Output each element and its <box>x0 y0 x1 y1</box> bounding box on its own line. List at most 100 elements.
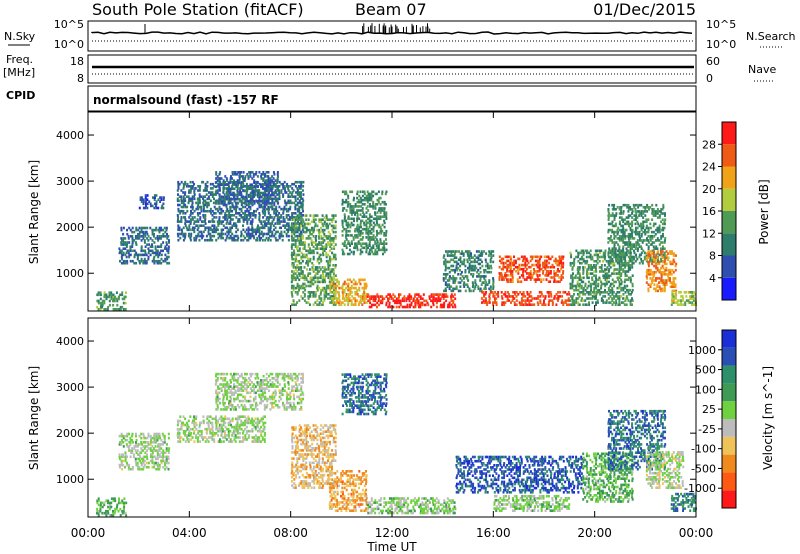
data-cell <box>485 264 487 268</box>
data-cell <box>529 270 532 273</box>
data-cell <box>589 255 592 259</box>
data-cell <box>520 255 523 259</box>
data-cell <box>218 220 221 223</box>
data-cell <box>633 245 636 248</box>
data-cell <box>272 191 275 195</box>
data-cell <box>125 291 127 294</box>
data-cell <box>262 216 265 219</box>
data-cell <box>503 274 506 277</box>
data-cell <box>260 191 263 195</box>
data-cell <box>196 224 199 227</box>
data-cell <box>629 208 632 211</box>
data-cell <box>640 235 643 238</box>
data-cell <box>348 252 351 256</box>
data-cell <box>366 200 369 204</box>
data-cell <box>164 259 167 263</box>
data-cell <box>611 259 614 263</box>
data-cell <box>118 251 121 255</box>
data-cell <box>647 270 650 274</box>
data-cell <box>305 237 308 240</box>
data-cell <box>619 206 622 209</box>
data-cell <box>649 273 652 276</box>
data-cell <box>585 251 588 255</box>
data-cell <box>198 201 201 205</box>
data-cell <box>571 284 574 288</box>
data-cell <box>258 203 261 207</box>
data-cell <box>352 303 355 306</box>
data-cell <box>283 218 286 221</box>
data-cell <box>542 295 545 298</box>
data-cell <box>624 299 627 302</box>
data-cell <box>298 249 301 253</box>
data-cell <box>302 253 305 257</box>
data-cell <box>224 232 227 236</box>
data-cell <box>288 201 291 205</box>
data-cell <box>363 221 366 225</box>
data-cell <box>584 282 587 286</box>
data-cell <box>256 181 259 184</box>
data-cell <box>611 220 614 224</box>
data-cell <box>288 218 291 221</box>
data-cell <box>372 207 375 210</box>
data-cell <box>347 194 350 198</box>
data-cell <box>611 257 614 261</box>
data-cell <box>240 209 243 213</box>
data-cell <box>626 288 628 292</box>
data-cell <box>196 234 199 238</box>
data-cell <box>365 229 368 233</box>
data-cell <box>240 191 243 194</box>
data-cell <box>383 244 385 247</box>
data-cell <box>615 295 618 298</box>
data-cell <box>290 230 293 234</box>
data-cell <box>298 288 300 292</box>
data-cell <box>616 268 619 271</box>
data-cell <box>663 283 666 286</box>
data-cell <box>250 222 253 225</box>
data-cell <box>332 239 335 242</box>
data-cell <box>629 222 632 226</box>
data-cell <box>290 216 293 219</box>
data-cell <box>385 217 388 221</box>
data-cell <box>155 194 158 197</box>
data-cell <box>255 230 258 234</box>
data-cell <box>389 295 391 298</box>
data-cell <box>229 228 232 232</box>
data-cell <box>233 238 236 242</box>
data-cell <box>464 250 467 253</box>
data-cell <box>524 299 527 302</box>
data-cell <box>290 201 293 205</box>
data-cell <box>379 215 382 218</box>
data-cell <box>455 264 458 268</box>
data-cell <box>293 216 296 219</box>
data-cell <box>446 295 449 298</box>
data-cell <box>419 301 422 305</box>
data-cell <box>414 301 417 305</box>
data-cell <box>322 301 324 304</box>
data-cell <box>254 228 257 232</box>
data-cell <box>672 277 675 280</box>
data-cell <box>305 259 308 263</box>
data-cell <box>612 206 615 209</box>
data-cell <box>652 224 655 228</box>
data-cell <box>500 259 503 263</box>
data-cell <box>253 202 256 205</box>
data-cell <box>301 274 304 277</box>
data-cell <box>363 297 366 300</box>
data-cell <box>662 203 665 207</box>
data-cell <box>254 173 257 176</box>
freq-label: Freq. <box>6 53 33 66</box>
data-cell <box>165 228 168 232</box>
data-cell <box>163 226 166 230</box>
data-cell <box>611 291 614 294</box>
data-cell <box>232 179 235 182</box>
data-cell <box>352 211 355 214</box>
data-cell <box>624 266 627 269</box>
data-cell <box>276 177 279 180</box>
data-cell <box>631 282 634 286</box>
data-cell <box>671 285 674 288</box>
data-cell <box>360 250 363 254</box>
data-cell <box>142 259 145 263</box>
data-cell <box>360 297 363 300</box>
data-cell <box>298 286 301 290</box>
data-cell <box>156 253 159 257</box>
